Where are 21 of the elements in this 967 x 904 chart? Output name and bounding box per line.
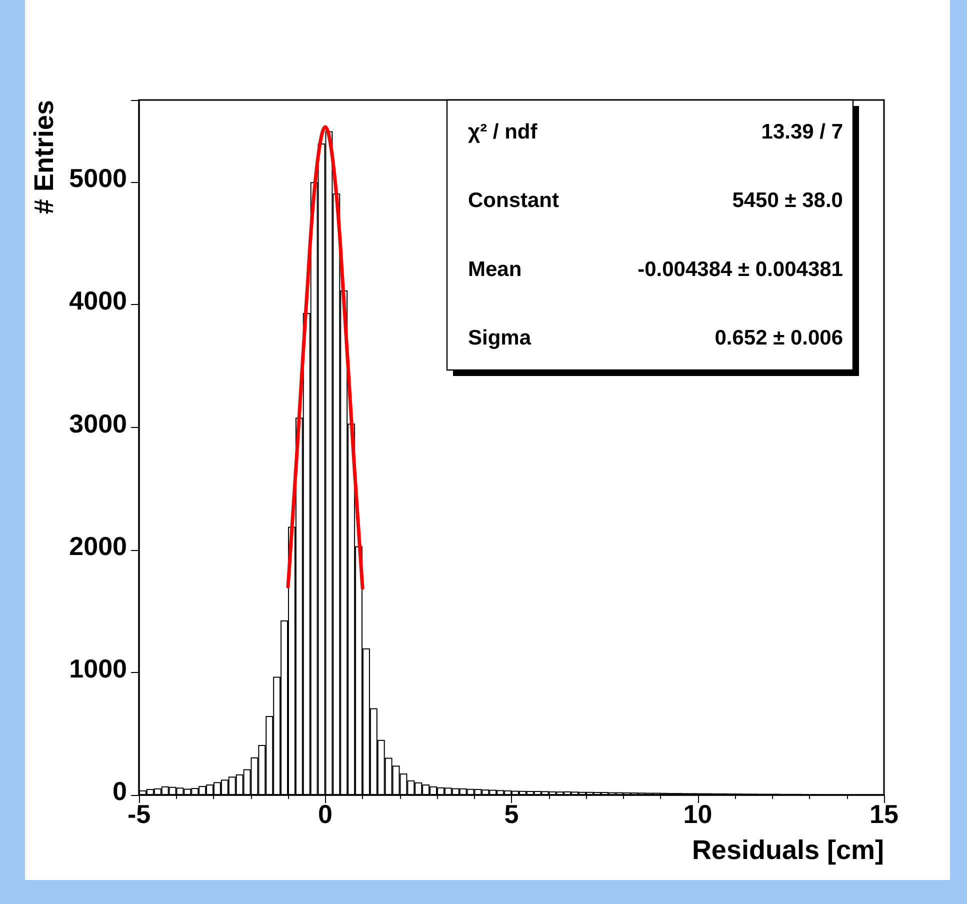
y-tick-label: 5000 — [69, 163, 127, 194]
y-tick-label: 1000 — [69, 653, 127, 684]
y-tick-label: 2000 — [69, 530, 127, 561]
annotation: -0.004384 ± 0.004381 — [638, 258, 844, 281]
x-tick-label: 5 — [504, 799, 519, 829]
x-tick-label: -5 — [127, 799, 151, 829]
x-axis-title: Residuals [cm] — [692, 835, 884, 865]
x-tick-label: 0 — [318, 799, 332, 829]
x-tick-label: 10 — [683, 799, 712, 829]
annotation: Constant — [468, 189, 559, 212]
annotation: Mean — [468, 258, 522, 281]
y-tick-label: 3000 — [69, 408, 127, 438]
y-tick-label: 0 — [112, 776, 127, 806]
y-tick-label: 4000 — [69, 286, 127, 316]
annotation: 5450 ± 38.0 — [732, 189, 843, 212]
y-axis-title: # Entries — [29, 100, 59, 214]
annotation: 13.39 / 7 — [761, 120, 843, 144]
annotation: Sigma — [468, 326, 532, 350]
x-tick-label: 15 — [870, 799, 898, 829]
annotation: χ² / ndf — [468, 120, 538, 144]
annotation: 0.652 ± 0.006 — [714, 326, 843, 350]
